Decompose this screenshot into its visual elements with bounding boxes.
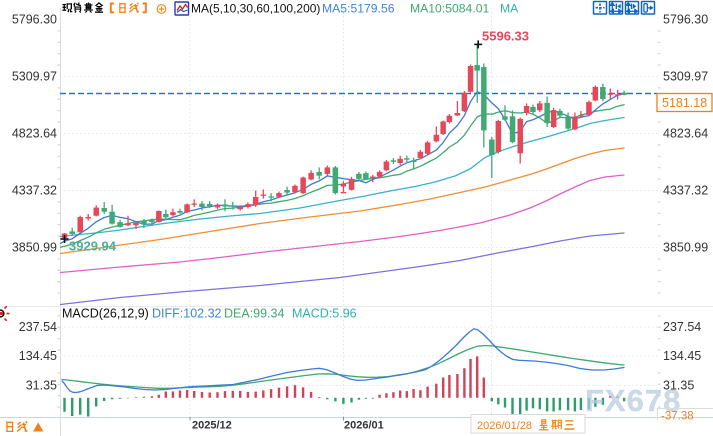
svg-text:2026/01/28: 2026/01/28 [477,420,532,432]
svg-text:MA10:5084.01: MA10:5084.01 [410,2,490,16]
svg-text:DIFF:102.32: DIFF:102.32 [152,307,222,321]
svg-text:134.45: 134.45 [663,349,701,363]
svg-text:4337.32: 4337.32 [663,184,708,198]
svg-text:5796.30: 5796.30 [663,13,708,27]
svg-text:MA: MA [500,2,519,16]
svg-text:3929.94: 3929.94 [69,239,117,254]
svg-text:5596.33: 5596.33 [482,29,529,44]
svg-text:4337.32: 4337.32 [12,184,57,198]
svg-text:3850.99: 3850.99 [663,241,708,255]
svg-text:5796.30: 5796.30 [12,13,57,27]
svg-text:2025/12: 2025/12 [192,420,232,432]
svg-text:MACD(26,12,9): MACD(26,12,9) [62,307,149,321]
svg-text:237.54: 237.54 [19,320,57,334]
svg-text:4823.64: 4823.64 [12,127,57,141]
svg-text:2026/01: 2026/01 [344,420,384,432]
svg-text:DEA:99.34: DEA:99.34 [224,307,285,321]
svg-text:31.35: 31.35 [663,379,694,393]
svg-text:MA5:5179.56: MA5:5179.56 [322,2,395,16]
svg-text:3850.99: 3850.99 [12,241,57,255]
svg-text:MA(5,10,30,60,100,200): MA(5,10,30,60,100,200) [191,2,320,16]
svg-text:4823.64: 4823.64 [663,127,708,141]
svg-text:MACD:5.96: MACD:5.96 [292,307,357,321]
svg-text:-37.38: -37.38 [661,411,694,423]
svg-text:5309.97: 5309.97 [12,70,57,84]
svg-text:134.45: 134.45 [19,349,57,363]
svg-text:5309.97: 5309.97 [663,70,708,84]
svg-text:31.35: 31.35 [26,379,57,393]
svg-text:237.54: 237.54 [663,320,701,334]
svg-text:5181.18: 5181.18 [662,96,707,110]
svg-text:FX678: FX678 [585,383,681,418]
